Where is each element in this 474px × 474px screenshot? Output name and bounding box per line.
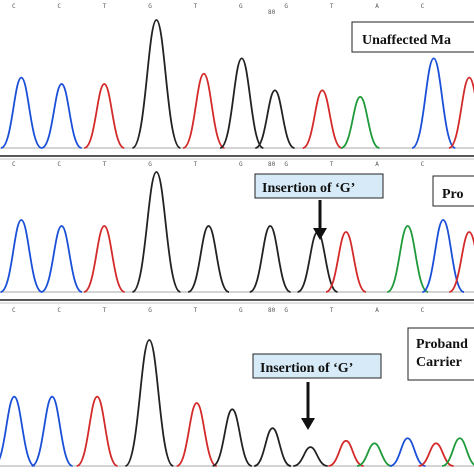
- trace-peak-c: [411, 57, 456, 149]
- trace-peak-t: [76, 395, 119, 467]
- trace-peak-c: [31, 395, 73, 467]
- trace-peak-t: [448, 76, 474, 149]
- insertion-annotation-box: [252, 353, 382, 379]
- base-call-letter: T: [103, 161, 107, 168]
- base-call-letter: T: [330, 3, 334, 10]
- insertion-arrow-head: [313, 228, 327, 240]
- base-call-row: C C T G T G G T A C 80: [12, 3, 425, 16]
- insertion-annotation-box: [254, 173, 384, 199]
- base-call-letter: C: [57, 161, 61, 168]
- trace-peak-c: [40, 225, 83, 293]
- base-call-letter: C: [421, 3, 425, 10]
- base-call-letter: C: [57, 307, 61, 314]
- base-call-letter: C: [12, 3, 16, 10]
- base-call-letter: T: [103, 3, 107, 10]
- base-call-row: C C T G T G G T A C 80: [12, 307, 425, 314]
- trace-peak-t: [325, 231, 367, 293]
- base-call-row: C C T G T G G T A C 80: [12, 161, 425, 168]
- trace-peak-a: [340, 95, 380, 149]
- trace-peak-t: [418, 442, 454, 467]
- base-call-letter: T: [194, 307, 198, 314]
- base-call-letter: G: [284, 3, 288, 10]
- insertion-arrow-head: [301, 418, 315, 430]
- trace-peak-c: [389, 437, 426, 467]
- trace-peak-g: [254, 89, 295, 149]
- sample-label-box: [407, 327, 474, 381]
- trace-peak-g: [187, 225, 230, 293]
- base-call-letter: G: [148, 3, 152, 10]
- base-call-letter: G: [284, 307, 288, 314]
- trace-peak-t: [182, 72, 225, 149]
- trace-peak-c: [41, 83, 83, 149]
- trace-peak-a: [386, 225, 429, 293]
- base-call-letter: C: [12, 307, 16, 314]
- trace-peak-g: [249, 225, 292, 293]
- base-call-letter: G: [239, 3, 243, 10]
- base-call-letter: T: [330, 161, 334, 168]
- sample-label: Unaffected Ma: [362, 33, 451, 48]
- position-marker: 80: [268, 161, 276, 168]
- trace-peak-t: [328, 439, 364, 467]
- trace-peak-c: [0, 395, 36, 467]
- trace-peak-g: [124, 339, 174, 467]
- trace-peak-t: [83, 225, 126, 293]
- base-call-letter: C: [421, 307, 425, 314]
- base-call-letter: C: [421, 161, 425, 168]
- base-call-letter: A: [375, 307, 379, 314]
- trace-peak-g: [219, 57, 264, 149]
- trace-peak-c: [0, 76, 43, 149]
- base-call-letter: T: [330, 307, 334, 314]
- base-call-letter: G: [148, 161, 152, 168]
- trace-peak-a: [441, 437, 474, 467]
- base-call-letter: C: [12, 161, 16, 168]
- sample-label: Proband: [416, 337, 468, 352]
- insertion-annotation-label: Insertion of ‘G’: [262, 181, 355, 196]
- base-call-letter: A: [375, 161, 379, 168]
- sample-label-box: [351, 21, 474, 53]
- trace-peak-t: [83, 83, 125, 149]
- base-call-letter: T: [194, 3, 198, 10]
- trace-peak-g: [297, 231, 339, 293]
- base-call-letter: G: [148, 307, 152, 314]
- trace-peak-t: [302, 89, 343, 149]
- trace-peak-g: [253, 427, 292, 467]
- base-call-letter: G: [239, 307, 243, 314]
- position-marker: 80: [268, 9, 276, 16]
- trace-peak-g: [131, 171, 182, 293]
- trace-peak-t: [176, 402, 218, 467]
- trace-peak-t: [448, 231, 474, 293]
- insertion-annotation-label: Insertion of ‘G’: [260, 361, 353, 376]
- trace-peak-c: [421, 219, 465, 293]
- position-marker: 80: [268, 307, 276, 314]
- base-call-letter: T: [194, 161, 198, 168]
- trace-peak-g: [131, 19, 181, 149]
- trace-peak-g: [293, 446, 328, 467]
- trace-peak-g: [212, 408, 253, 467]
- trace-peak-c: [0, 219, 43, 293]
- panel-proband: C C T G T G G T A C 80 Pro Insertion of ‘G’: [0, 161, 474, 293]
- sample-label: Carrier: [416, 355, 462, 370]
- base-call-letter: A: [375, 3, 379, 10]
- panel-unaffected: C C T G T G G T A C 80 Unaffected Ma: [0, 3, 474, 149]
- base-call-letter: G: [284, 161, 288, 168]
- base-call-letter: C: [57, 3, 61, 10]
- sample-label-box: [432, 175, 474, 207]
- base-call-letter: T: [103, 307, 107, 314]
- trace-peak-a: [356, 442, 393, 467]
- base-call-letter: G: [239, 161, 243, 168]
- sample-label: Pro: [442, 187, 464, 202]
- panel-carrier: C C T G T G G T A C 80 Proband Carrier Insertion of ‘…: [0, 307, 474, 467]
